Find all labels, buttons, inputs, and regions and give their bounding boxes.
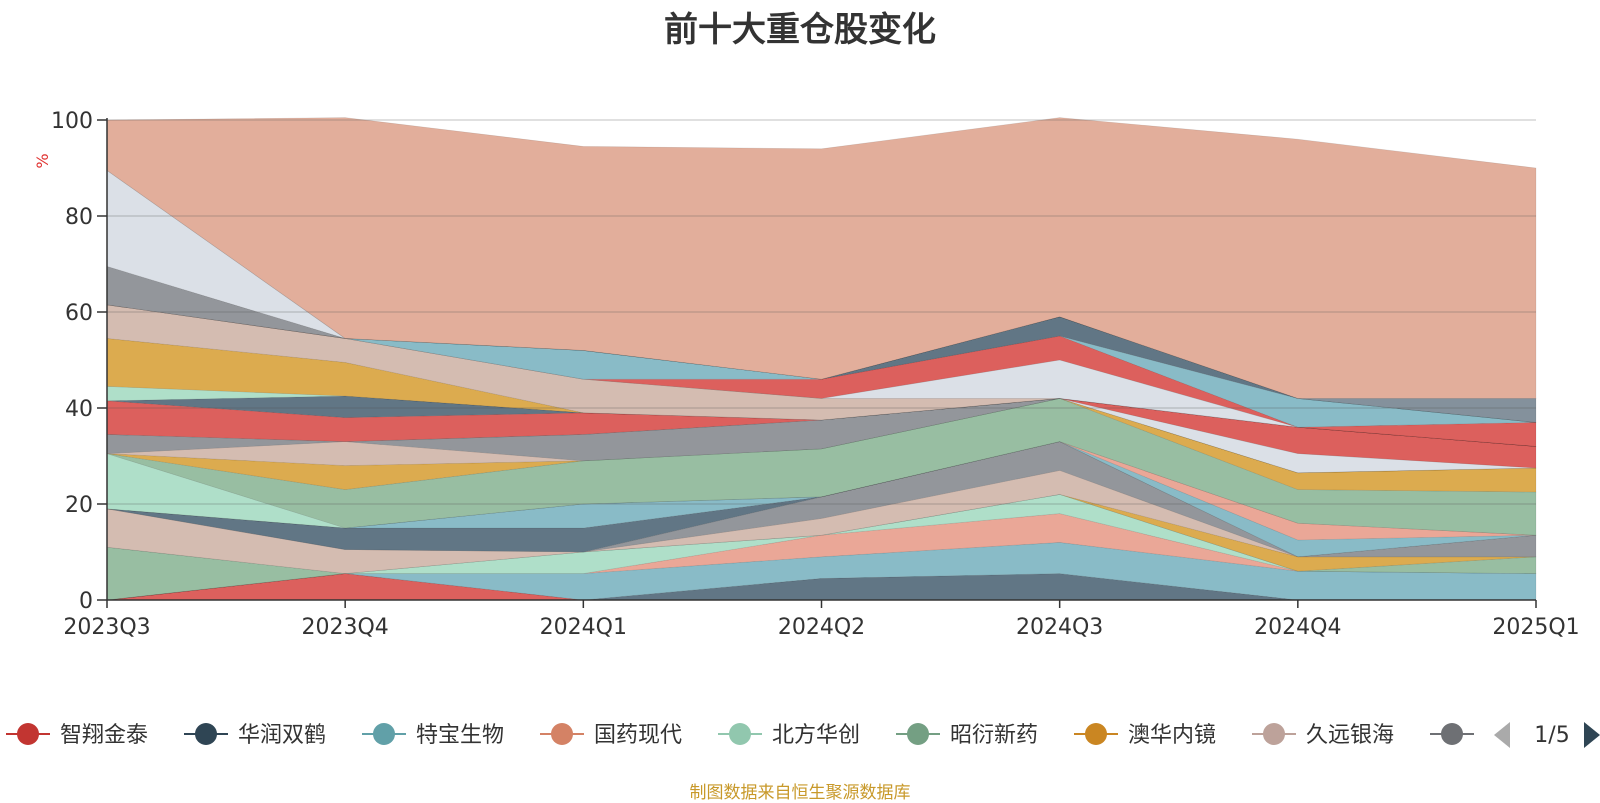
legend-item[interactable]: 久远银海	[1252, 723, 1394, 748]
legend-label: 久远银海	[1306, 723, 1394, 748]
y-tick-label: 60	[65, 301, 93, 326]
x-tick-label: 2024Q1	[540, 615, 627, 640]
source-note: 制图数据来自恒生聚源数据库	[689, 783, 911, 803]
x-tick-label: 2023Q4	[302, 615, 389, 640]
area-band-22	[106, 304, 1537, 447]
legend-item[interactable]: 往	[1430, 723, 1506, 748]
area-band-5	[106, 494, 1537, 601]
y-tick-label: 0	[79, 589, 93, 614]
legend-item[interactable]: 特宝生物	[362, 723, 504, 748]
legend-marker	[17, 723, 39, 745]
x-tick-label: 2023Q3	[63, 615, 150, 640]
legend-marker	[551, 723, 573, 745]
legend-item[interactable]: 北方华创	[718, 723, 860, 748]
legend-label: 昭衍新药	[950, 723, 1038, 748]
legend-label: 华润双鹤	[238, 723, 326, 748]
y-tick-label: 40	[65, 397, 93, 422]
legend-marker	[1263, 723, 1285, 745]
legend: 智翔金泰 华润双鹤 特宝生物 国药现代 北方华创 昭衍新药 澳华内镜 久远银海 往 1/5	[0, 714, 1600, 754]
legend-marker	[1441, 723, 1463, 745]
legend-label: 智翔金泰	[60, 723, 148, 748]
legend-next-icon[interactable]	[1584, 722, 1600, 748]
area-band-29	[106, 170, 1537, 423]
legend-item[interactable]: 昭衍新药	[896, 723, 1038, 748]
legend-label: 北方华创	[772, 723, 860, 748]
y-tick-label: 100	[51, 109, 93, 134]
legend-marker	[1085, 723, 1107, 745]
area-layers	[106, 117, 1537, 601]
area-band-21	[106, 338, 1537, 447]
legend-item[interactable]: 澳华内镜	[1074, 723, 1216, 748]
legend-marker	[729, 723, 751, 745]
legend-label: 国药现代	[594, 723, 682, 748]
legend-prev-icon[interactable]	[1494, 722, 1510, 748]
legend-item[interactable]: 华润双鹤	[184, 723, 326, 748]
legend-marker	[373, 723, 395, 745]
legend-item[interactable]: 智翔金泰	[6, 723, 148, 748]
grid-lines	[107, 119, 1536, 505]
legend-label: 特宝生物	[416, 723, 504, 748]
x-tick-label: 2024Q3	[1016, 615, 1103, 640]
area-band-18	[106, 398, 1537, 469]
chart-plot: 0 20 40 60 80 100 2023Q3 2023Q4 2024Q1 2024Q2 2024…	[33, 109, 1580, 640]
y-axis-label: %	[33, 153, 52, 168]
y-tick-label: 20	[65, 493, 93, 518]
legend-item[interactable]: 国药现代	[540, 723, 682, 748]
area-band-30	[106, 117, 1537, 399]
legend-label: 澳华内镜	[1128, 723, 1216, 748]
y-tick-label: 80	[65, 205, 93, 230]
x-tick-label: 2025Q1	[1492, 615, 1579, 640]
x-tick-label: 2024Q4	[1254, 615, 1341, 640]
x-tick-label: 2024Q2	[778, 615, 865, 640]
axes: 0 20 40 60 80 100 2023Q3 2023Q4 2024Q1 2024Q2 2024…	[51, 109, 1580, 640]
legend-marker	[907, 723, 929, 745]
legend-page-indicator: 1/5	[1534, 723, 1569, 748]
legend-marker	[195, 723, 217, 745]
chart-title: 前十大重仓股变化	[664, 10, 936, 50]
